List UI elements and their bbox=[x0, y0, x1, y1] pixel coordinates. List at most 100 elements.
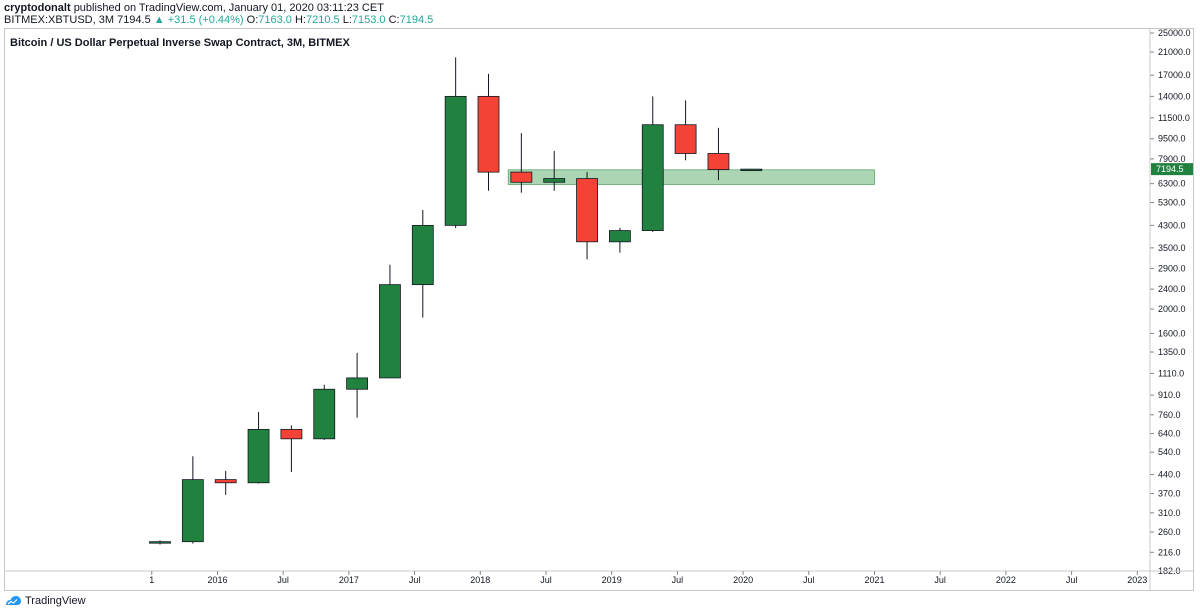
price-tick-label: 9500.0 bbox=[1158, 134, 1186, 144]
time-tick-label: Jul bbox=[540, 575, 552, 585]
time-tick-label: Jul bbox=[1066, 575, 1078, 585]
chart-header: cryptodonalt published on TradingView.co… bbox=[4, 0, 1194, 28]
candle-body bbox=[444, 95, 467, 226]
candle-body bbox=[247, 428, 270, 484]
low-label: L: bbox=[342, 14, 352, 26]
open-value: 7163.0 bbox=[258, 14, 292, 26]
change-text: +31.5 (+0.44%) bbox=[167, 14, 244, 26]
chart-frame[interactable] bbox=[4, 28, 1194, 591]
candle-body bbox=[411, 224, 434, 286]
candle bbox=[181, 456, 204, 544]
time-tick-label: 1 bbox=[149, 575, 154, 585]
price-tick-label: 6300.0 bbox=[1158, 179, 1186, 189]
price-tick-label: 910.0 bbox=[1158, 390, 1181, 400]
candle bbox=[346, 352, 369, 418]
price-tick-label: 310.0 bbox=[1158, 508, 1181, 518]
candle-body bbox=[214, 479, 237, 484]
candle bbox=[641, 96, 664, 232]
time-tick-label: 2017 bbox=[339, 575, 359, 585]
candle bbox=[576, 172, 598, 260]
price-tick-label: 216.0 bbox=[1158, 547, 1181, 557]
open-label: O: bbox=[246, 14, 259, 26]
candle-layer bbox=[149, 57, 763, 545]
close-label: C: bbox=[388, 14, 400, 26]
symbol-info: BITMEX:XBTUSD, 3M 7194.5 ▲ +31.5 (+0.44%… bbox=[4, 14, 433, 26]
symbol-text: BITMEX:XBTUSD, 3M 7194.5 bbox=[4, 14, 151, 26]
time-tick-label: 2020 bbox=[733, 575, 753, 585]
candle bbox=[609, 227, 631, 253]
high-value: 7210.5 bbox=[305, 14, 340, 26]
publish-info: cryptodonalt published on TradingView.co… bbox=[4, 2, 384, 14]
price-tick-label: 260.0 bbox=[1158, 527, 1181, 537]
time-tick-label: 2023 bbox=[1127, 575, 1147, 585]
price-tick-label: 4300.0 bbox=[1158, 220, 1186, 230]
candle-body bbox=[346, 377, 369, 390]
time-tick-label: 2016 bbox=[207, 575, 227, 585]
candle-body bbox=[477, 95, 500, 173]
price-tick-label: 440.0 bbox=[1158, 470, 1181, 480]
candle-body bbox=[379, 284, 401, 379]
candle bbox=[740, 168, 763, 172]
price-tick-label: 11500.0 bbox=[1158, 113, 1190, 123]
time-tick-label: 2019 bbox=[602, 575, 622, 585]
price-tick-label: 17000.0 bbox=[1158, 70, 1191, 80]
price-tick-label: 7900.0 bbox=[1158, 154, 1186, 164]
time-tick-label: 2021 bbox=[864, 575, 884, 585]
tradingview-logo-icon bbox=[6, 596, 21, 605]
time-tick-label: Jul bbox=[672, 575, 684, 585]
candle bbox=[313, 384, 336, 440]
price-axis[interactable]: 182.0216.0260.0310.0370.0440.0540.0640.0… bbox=[1149, 28, 1191, 591]
footer: TradingView bbox=[4, 593, 86, 609]
chart-title: Bitcoin / US Dollar Perpetual Inverse Sw… bbox=[10, 37, 350, 49]
support-zone bbox=[507, 169, 875, 185]
candle-body bbox=[641, 124, 664, 231]
candle-body bbox=[576, 178, 598, 243]
time-tick-label: 2018 bbox=[470, 575, 490, 585]
candle bbox=[149, 540, 171, 545]
candle bbox=[247, 411, 270, 484]
time-tick-label: Jul bbox=[409, 575, 421, 585]
price-tick-label: 2400.0 bbox=[1158, 284, 1186, 294]
price-tick-label: 25000.0 bbox=[1158, 28, 1191, 38]
candle-body bbox=[674, 124, 697, 154]
candle bbox=[510, 133, 533, 193]
price-tick-label: 3500.0 bbox=[1158, 243, 1186, 253]
low-value: 7153.0 bbox=[351, 14, 386, 26]
candle-body bbox=[181, 479, 204, 543]
candle-body bbox=[609, 230, 631, 243]
price-tick-label: 370.0 bbox=[1158, 488, 1181, 498]
price-tick-label: 21000.0 bbox=[1158, 47, 1191, 57]
close-value: 7194.5 bbox=[399, 14, 434, 26]
time-tick-label: Jul bbox=[803, 575, 815, 585]
last-price-tag bbox=[1151, 163, 1193, 176]
candle bbox=[214, 470, 237, 495]
footer-brand[interactable]: TradingView bbox=[25, 595, 86, 607]
candle bbox=[379, 264, 401, 379]
price-tick-label: 640.0 bbox=[1158, 429, 1181, 439]
candle-body bbox=[149, 541, 171, 544]
author-name[interactable]: cryptodonalt bbox=[4, 2, 71, 14]
last-price-layer: 7194.5 bbox=[1151, 163, 1193, 176]
candle bbox=[411, 209, 434, 318]
change-arrow: ▲ bbox=[153, 14, 165, 26]
candle-body bbox=[510, 171, 533, 183]
time-tick-label: 2022 bbox=[996, 575, 1016, 585]
time-tick-label: Jul bbox=[934, 575, 946, 585]
candle bbox=[707, 127, 730, 181]
last-price-label: 7194.5 bbox=[1156, 164, 1184, 174]
time-axis[interactable]: 1 2016 Jul 2017 Jul 2018 Jul 2019 Jul 2020 Jul 2021… bbox=[4, 570, 1194, 585]
candle-body bbox=[543, 178, 566, 183]
candle-body bbox=[740, 168, 763, 172]
candle bbox=[444, 57, 467, 228]
high-label: H: bbox=[294, 14, 306, 26]
zone-layer bbox=[507, 169, 875, 185]
price-tick-label: 1600.0 bbox=[1158, 328, 1186, 338]
time-tick-label: Jul bbox=[277, 575, 289, 585]
published-text: published on TradingView.com, January 01… bbox=[73, 2, 384, 14]
price-tick-label: 14000.0 bbox=[1158, 91, 1191, 101]
candle bbox=[674, 100, 697, 161]
price-tick-label: 1110.0 bbox=[1158, 368, 1184, 378]
price-tick-label: 1350.0 bbox=[1158, 347, 1186, 357]
candle-body bbox=[707, 153, 730, 171]
